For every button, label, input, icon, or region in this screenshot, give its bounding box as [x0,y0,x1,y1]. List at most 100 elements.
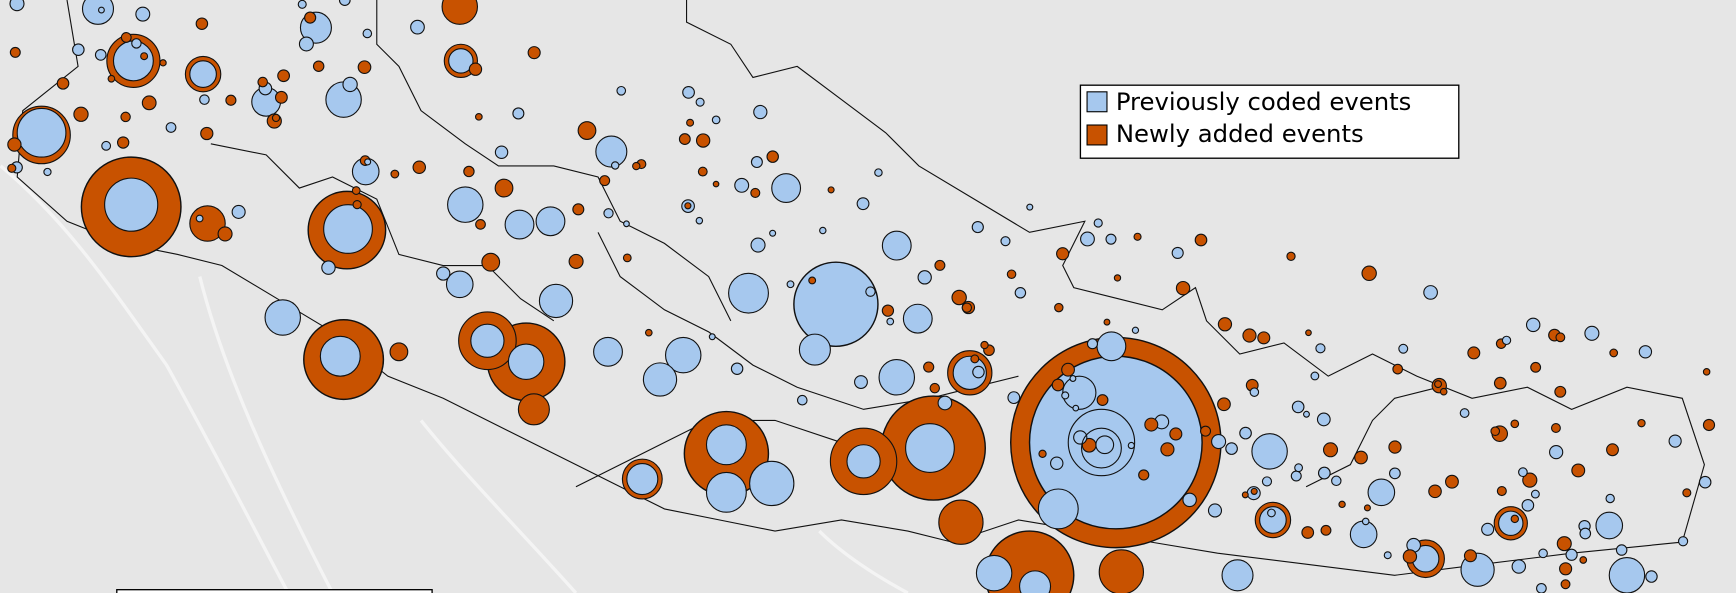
coded-event-bubble [1211,434,1227,450]
coded-event-bubble [749,460,795,507]
new-event-bubble [951,289,967,306]
coded-event-bubble [504,209,535,240]
new-event-bubble [1242,328,1257,343]
coded-event-bubble [1498,510,1524,537]
coded-event-bubble [603,208,614,219]
new-event-bubble [225,94,237,106]
new-event-bubble [1702,418,1716,432]
coded-event-bubble [342,76,358,93]
new-event-bubble [1322,442,1339,458]
new-event-bubble [120,32,132,43]
new-event-bubble [1392,363,1404,375]
new-event-bubble [1556,536,1572,552]
new-event-bubble [389,342,409,362]
coded-event-bubble [878,359,916,396]
new-event-bubble [475,218,486,230]
new-event-bubble [1428,484,1442,499]
new-event-bubble [517,393,550,426]
coded-event-bubble [362,28,373,39]
coded-event-bubble [1530,489,1540,499]
coded-event-bubble [101,140,112,151]
new-event-bubble [750,187,761,198]
coded-event-bubble [1050,456,1064,470]
coded-event-bubble [1026,203,1034,211]
coded-event-bubble [728,272,769,314]
coded-event-bubble [1261,476,1273,487]
new-event-bubble [1169,427,1183,441]
legend-swatch [1086,124,1108,146]
coded-event-bubble [1061,391,1070,400]
coded-event-bubble [323,204,373,254]
coded-event-bubble [195,214,204,223]
coded-event-bubble [1501,335,1512,346]
new-event-bubble [1257,331,1271,345]
coded-event-bubble [705,471,747,513]
new-event-bubble [568,253,584,269]
coded-event-bubble [1565,548,1578,561]
coded-event-bubble [881,230,912,261]
coded-event-bubble [1019,570,1052,593]
new-event-bubble [1496,485,1507,497]
coded-event-bubble [1677,536,1689,547]
coded-event-bubble [1549,444,1564,460]
new-event-bubble [1490,426,1501,437]
coded-event-bubble [819,226,827,235]
coded-event-bubble [1423,285,1438,300]
new-event-bubble [1133,232,1142,241]
new-event-bubble [195,17,209,30]
new-event-bubble [141,95,157,111]
new-event-bubble [1103,318,1111,326]
coded-event-bubble [1579,527,1592,540]
coded-event-bubble [445,270,474,299]
coded-event-bubble [753,104,768,120]
new-event-bubble [1051,378,1065,392]
coded-event-bubble [1267,508,1276,518]
new-event-bubble [1560,579,1571,590]
coded-event-bubble [321,260,336,275]
coded-event-bubble [1608,557,1646,593]
new-event-bubble [412,160,427,174]
coded-event-bubble [1290,470,1302,482]
new-event-bubble [970,354,980,364]
coded-event-bubble [470,323,505,358]
new-event-bubble [1559,562,1573,576]
coded-event-bubble [199,94,210,105]
coded-event-bubble [1511,559,1527,574]
new-event-bubble [463,165,475,178]
coded-event-bubble [1291,400,1305,414]
coded-event-bubble [1315,343,1326,354]
new-event-bubble [352,200,362,210]
new-event-bubble [1637,418,1646,428]
coded-event-bubble [623,220,630,228]
new-event-bubble [938,499,984,545]
new-event-bubble [1038,449,1047,458]
coded-event-bubble [1536,582,1547,593]
legend-label: Previously coded events [1116,87,1412,116]
new-event-bubble [1354,450,1368,465]
coded-event-bubble [1605,493,1615,504]
coded-event-bubble [448,48,474,74]
new-event-bubble [961,302,973,313]
coded-event-bubble [886,317,895,326]
new-event-bubble [1301,526,1315,539]
coded-event-bubble [1668,434,1682,448]
new-event-bubble [304,11,317,24]
coded-event-bubble [507,343,545,381]
new-event-bubble [7,163,17,173]
new-event-bubble [577,121,597,140]
coded-event-bubble [1584,325,1600,341]
coded-event-bubble [905,423,955,473]
new-event-bubble [159,59,167,67]
new-event-bubble [271,113,281,123]
new-event-bubble [678,133,691,146]
coded-event-bubble [1014,287,1027,299]
coded-event-bubble [1459,408,1470,418]
new-event-bubble [1305,329,1312,337]
coded-event-bubble [297,0,307,9]
new-event-bubble [1138,469,1150,481]
scale-box [116,589,433,593]
new-event-bubble [1098,549,1145,593]
new-event-bubble [1445,474,1459,489]
new-event-bubble [217,226,233,242]
